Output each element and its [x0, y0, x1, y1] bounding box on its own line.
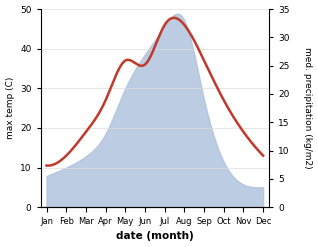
X-axis label: date (month): date (month) [116, 231, 194, 242]
Y-axis label: max temp (C): max temp (C) [5, 77, 15, 139]
Y-axis label: med. precipitation (kg/m2): med. precipitation (kg/m2) [303, 47, 313, 169]
